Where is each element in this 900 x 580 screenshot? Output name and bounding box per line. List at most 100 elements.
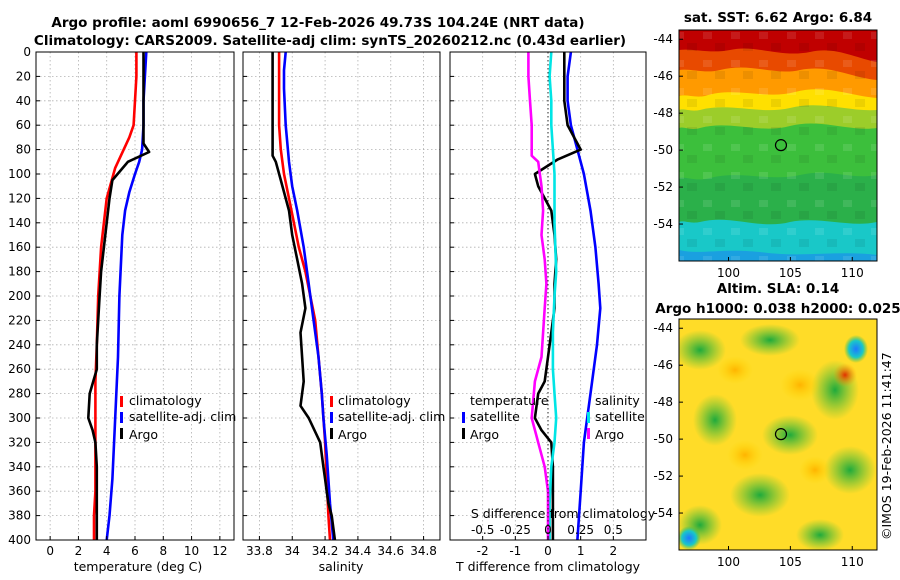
copyright-stamp: ©IMOS 19-Feb-2026 11:41:47 <box>879 352 894 540</box>
y-tick-label: 220 <box>8 313 31 327</box>
sla-map-title: Altim. SLA: 0.14 <box>717 281 839 297</box>
x-tick-label: 2 <box>610 544 618 558</box>
y-tick-label: 340 <box>8 460 31 474</box>
figure-title-line2: Climatology: CARS2009. Satellite-adj cli… <box>34 33 626 49</box>
x-tick-label: 0 <box>46 544 54 558</box>
x-tick-label: -1 <box>509 544 521 558</box>
legend-label-s-satellite: satellite <box>595 409 645 424</box>
legend-swatch-argo <box>120 428 123 439</box>
legend-swatch-satellite <box>330 412 333 423</box>
legend-swatch-climatology <box>120 396 123 407</box>
legend-title-salinity: salinity <box>595 393 640 408</box>
map-y-tick-label: -46 <box>653 358 673 372</box>
x-tick-label: 34.8 <box>410 544 437 558</box>
x-tick-label: 4 <box>103 544 111 558</box>
legend-swatch-t-argo <box>462 428 465 439</box>
y-tick-label: 20 <box>16 69 31 83</box>
sst-map-axes: 100 105 110 -44 -46 -48 -50 -52 -54 <box>653 32 863 280</box>
map-x-tick-label: 105 <box>779 266 802 280</box>
y-tick-label: 320 <box>8 435 31 449</box>
x-tick-label: 12 <box>212 544 227 558</box>
x2-tick-label: 0.25 <box>567 523 594 537</box>
y-tick-label: 300 <box>8 411 31 425</box>
map-y-tick-label: -50 <box>653 143 673 157</box>
y-tick-label: 0 <box>23 45 31 59</box>
legend-swatch-argo <box>330 428 333 439</box>
x-tick-label: 34 <box>285 544 300 558</box>
map-y-tick-label: -52 <box>653 469 673 483</box>
y-tick-label: 280 <box>8 387 31 401</box>
sst-map <box>679 30 877 261</box>
legend-swatch-t-satellite <box>462 412 465 423</box>
x-tick-label: 34.2 <box>312 544 339 558</box>
temperature-xlabel: temperature (deg C) <box>74 559 203 574</box>
difference-legend-salinity: salinity satellite Argo <box>587 393 645 442</box>
legend-swatch-climatology <box>330 396 333 407</box>
sst-argo-location-marker <box>774 139 788 152</box>
map-x-tick-label: 110 <box>841 266 864 280</box>
series-line-argo <box>87 52 151 540</box>
legend-swatch-s-satellite <box>587 412 590 423</box>
salinity-xlabel: salinity <box>319 559 364 574</box>
map-x-tick-label: 110 <box>841 555 864 569</box>
sla-map-subtitle: Argo h1000: 0.038 h2000: 0.025 <box>655 301 900 317</box>
map-y-tick-label: -48 <box>653 106 673 120</box>
y-tick-label: 400 <box>8 533 31 547</box>
map-y-tick-label: -44 <box>653 321 673 335</box>
sla-map <box>679 319 877 550</box>
y-tick-label: 380 <box>8 509 31 523</box>
sla-argo-location-marker <box>774 428 788 441</box>
sst-map-frame <box>678 29 878 262</box>
y-tick-label: 260 <box>8 362 31 376</box>
x-tick-label: 34.6 <box>377 544 404 558</box>
sla-map-axes: 100 105 110 -44 -46 -48 -50 -52 -54 <box>653 321 863 569</box>
legend-label-climatology: climatology <box>338 393 411 408</box>
map-x-tick-label: 100 <box>717 555 740 569</box>
legend-label-satellite: satellite-adj. clim <box>129 409 236 424</box>
map-x-tick-label: 100 <box>717 266 740 280</box>
legend-label-argo: Argo <box>338 427 367 442</box>
series-line-temperature-argo <box>533 52 583 540</box>
y-tick-label: 140 <box>8 216 31 230</box>
y-tick-label: 80 <box>16 143 31 157</box>
x-tick-label: 33.8 <box>246 544 273 558</box>
x-tick-label: 0 <box>544 544 552 558</box>
x-tick-label: -2 <box>477 544 489 558</box>
y-tick-label: 200 <box>8 289 31 303</box>
x-tick-label: 6 <box>131 544 139 558</box>
difference-xlabel2: S difference from climatology <box>471 506 656 521</box>
legend-swatch-satellite <box>120 412 123 423</box>
sst-map-title: sat. SST: 6.62 Argo: 6.84 <box>684 10 872 26</box>
y-tick-label: 360 <box>8 484 31 498</box>
y-tick-label: 120 <box>8 191 31 205</box>
legend-label-s-argo: Argo <box>595 427 624 442</box>
legend-title-temperature: temperature <box>470 393 549 408</box>
y-tick-label: 60 <box>16 118 31 132</box>
x2-tick-label: -0.5 <box>471 523 494 537</box>
series-line-salinity-satellite <box>548 51 558 540</box>
map-y-tick-label: -44 <box>653 32 673 46</box>
y-tick-label: 40 <box>16 94 31 108</box>
difference-xlabel: T difference from climatology <box>455 559 641 574</box>
x-tick-label: 10 <box>184 544 199 558</box>
map-x-tick-label: 105 <box>779 555 802 569</box>
map-y-tick-label: -48 <box>653 395 673 409</box>
legend-label-argo: Argo <box>129 427 158 442</box>
series-line-salinity-argo <box>527 52 550 540</box>
difference-legend-temperature: temperature satellite Argo <box>462 393 549 442</box>
x-tick-label: 8 <box>159 544 167 558</box>
series-line-climatology <box>92 52 138 540</box>
map-y-tick-label: -46 <box>653 69 673 83</box>
y-tick-label: 100 <box>8 167 31 181</box>
sla-map-frame <box>678 318 878 551</box>
x2-tick-label: 0 <box>544 523 552 537</box>
difference-profile-plot: -2 -1 0 1 2 -0.5 -0.25 0 0.25 0.5 <box>449 51 647 558</box>
map-y-tick-label: -54 <box>653 217 673 231</box>
temperature-legend: climatology satellite-adj. clim Argo <box>120 393 236 442</box>
x2-tick-label: 0.5 <box>604 523 623 537</box>
y-tick-label: 160 <box>8 240 31 254</box>
salinity-profile-plot: 33.8 34 34.2 34.4 34.6 34.8 <box>242 51 441 558</box>
series-line-satellite-adj-clim <box>282 51 335 541</box>
map-y-tick-label: -50 <box>653 432 673 446</box>
legend-label-t-argo: Argo <box>470 427 499 442</box>
